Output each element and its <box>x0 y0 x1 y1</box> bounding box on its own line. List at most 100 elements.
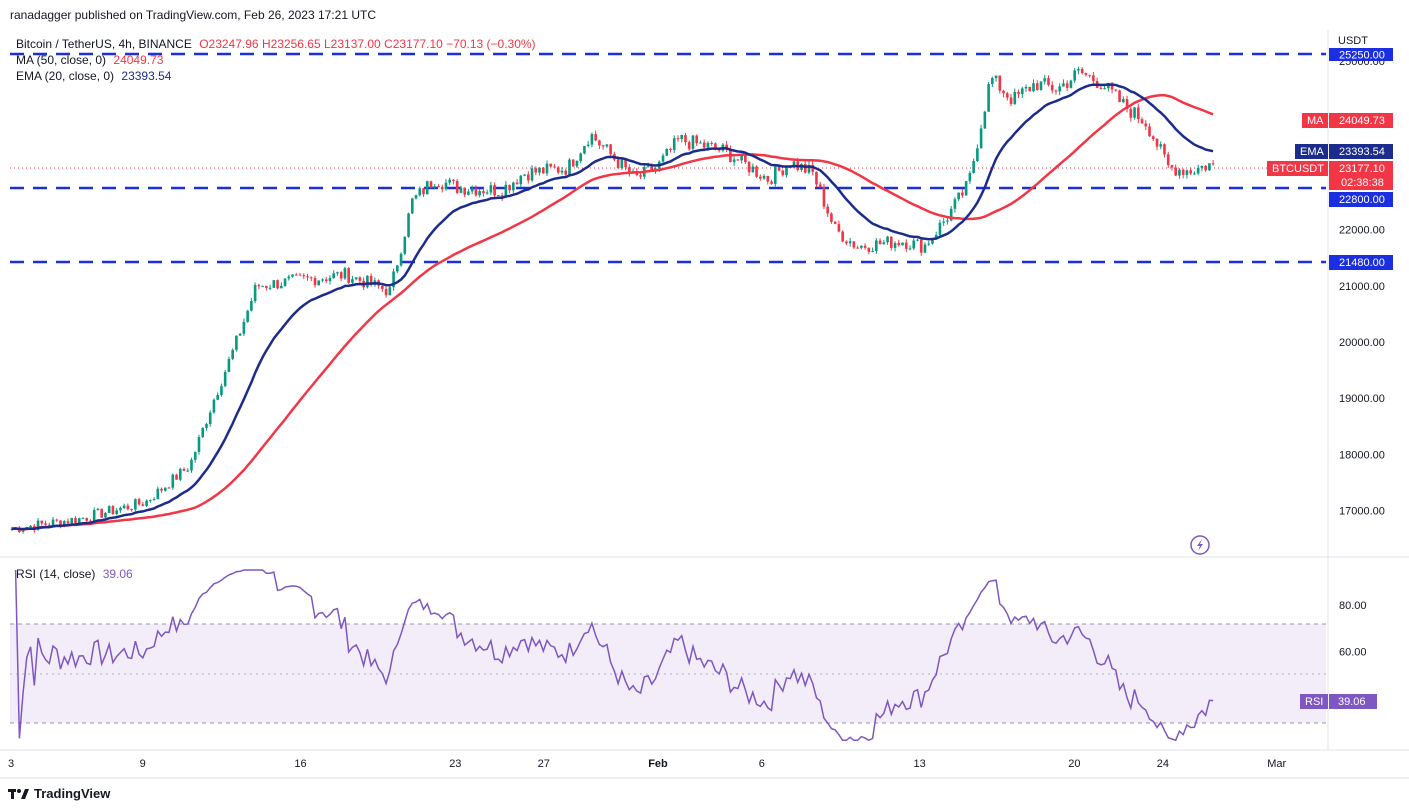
candle-body <box>448 179 452 183</box>
candle-body <box>942 221 945 223</box>
candle-body <box>661 155 665 162</box>
candle-body <box>908 248 912 250</box>
badge-resistance: 25250.00 <box>1329 48 1393 62</box>
candle-body <box>186 470 190 472</box>
candle-body <box>1140 119 1144 124</box>
candle-body <box>425 181 429 195</box>
candle-body <box>867 247 871 252</box>
candle-body <box>212 399 216 413</box>
candle-body <box>51 519 55 526</box>
symbol-title[interactable]: Bitcoin / TetherUS, 4h, BINANCE <box>16 37 192 51</box>
candle-body <box>807 165 811 173</box>
ma-50-line[interactable] <box>11 93 1214 531</box>
candle-body <box>875 240 878 251</box>
time-axis[interactable]: 3 9 16 23 27 Feb 6 13 20 24 Mar <box>8 758 1287 770</box>
rsi-legend-label[interactable]: RSI (14, close) <box>16 567 96 581</box>
candle-body <box>512 182 515 191</box>
candle-body <box>485 192 489 194</box>
candle-body <box>1069 80 1073 88</box>
candle-body <box>953 199 957 209</box>
candle-body <box>141 504 145 506</box>
candle-body <box>227 358 231 372</box>
price-tick-label: 20000.00 <box>1339 337 1385 349</box>
candle-body <box>987 84 990 112</box>
candle-body <box>949 208 953 221</box>
candle-body <box>1159 144 1163 147</box>
time-tick-label: Mar <box>1267 758 1286 770</box>
candle-body <box>1125 99 1129 110</box>
candle-body <box>856 247 859 249</box>
price-tick-label: 21000.00 <box>1339 281 1385 293</box>
candle-body <box>841 231 844 242</box>
candle-body <box>62 521 66 527</box>
ema-legend-label[interactable]: EMA (20, close, 0) <box>16 69 115 83</box>
candle-body <box>556 167 560 173</box>
candle-body <box>1110 82 1114 90</box>
candle-body <box>115 510 118 514</box>
candle-body <box>889 236 893 248</box>
candle-body <box>1211 163 1215 165</box>
candle-body <box>392 271 395 288</box>
footer-brand[interactable]: TradingView <box>8 786 110 801</box>
candle-body <box>343 268 347 279</box>
candle-body <box>1166 154 1170 166</box>
candle-body <box>601 145 605 147</box>
candle-body <box>538 167 541 173</box>
candle-body <box>508 184 511 191</box>
candle-body <box>1136 107 1140 120</box>
candle-body <box>759 176 762 179</box>
candle-body <box>459 187 463 193</box>
candle-body <box>991 77 994 85</box>
candle-body <box>594 134 597 141</box>
candle-body <box>455 180 459 193</box>
badge-resistance-text: 25250.00 <box>1339 50 1385 62</box>
candle-body <box>298 274 302 276</box>
candle-body <box>1122 99 1125 103</box>
candle-body <box>1114 89 1118 91</box>
rsi-axis[interactable]: 80.00 60.00 <box>1339 600 1367 659</box>
candle-body <box>1084 72 1088 75</box>
candle-body <box>845 241 848 244</box>
candle-body <box>923 244 927 253</box>
candle-body <box>564 170 568 175</box>
badge-support2: 21480.00 <box>1329 255 1393 270</box>
candle-body <box>762 175 766 179</box>
candle-body <box>770 181 773 184</box>
candle-body <box>998 75 1002 91</box>
candle-body <box>519 175 523 185</box>
candle-body <box>208 412 212 425</box>
candle-body <box>751 166 755 173</box>
candle-body <box>994 75 998 78</box>
candle-body <box>366 275 369 288</box>
candle-body <box>1009 97 1013 104</box>
candle-body <box>781 170 785 176</box>
rsi-line[interactable] <box>14 569 1214 742</box>
candle-body <box>1054 90 1058 92</box>
candle-body <box>1005 93 1009 98</box>
candle-body <box>549 163 553 167</box>
candle-body <box>1032 83 1035 92</box>
candle-body <box>1077 69 1080 71</box>
candle-body <box>714 143 717 149</box>
candle-body <box>482 191 485 194</box>
candle-body <box>250 301 253 311</box>
ema-20-line[interactable] <box>11 83 1214 531</box>
candle-body <box>324 279 328 282</box>
rsi-tick-label: 80.00 <box>1339 600 1367 612</box>
lightning-icon[interactable] <box>1190 535 1210 555</box>
rsi-legend-value: 39.06 <box>102 567 133 581</box>
candle-body <box>976 148 979 162</box>
badge-countdown: 02:38:38 <box>1341 177 1384 189</box>
candle-body <box>437 186 440 188</box>
candle-body <box>36 520 40 531</box>
candle-body <box>137 499 141 505</box>
candle-body <box>590 134 594 145</box>
candle-body <box>934 234 938 238</box>
candle-body <box>972 161 975 173</box>
candle-body <box>639 175 642 177</box>
ma-legend-label[interactable]: MA (50, close, 0) <box>16 53 107 67</box>
candle-body <box>160 488 163 491</box>
candle-body <box>463 187 466 195</box>
candle-body <box>167 487 171 489</box>
